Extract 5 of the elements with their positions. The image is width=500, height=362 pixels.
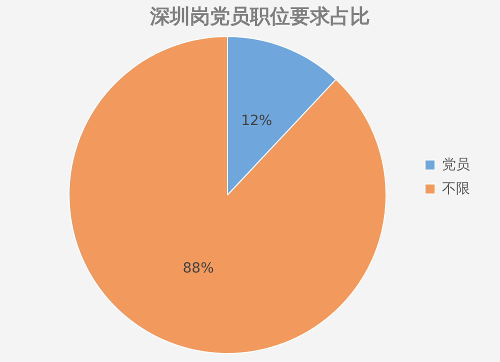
data-label: 88% xyxy=(182,260,214,276)
legend-label: 党员 xyxy=(442,156,470,172)
data-label: 12% xyxy=(241,112,272,129)
chart-title: 深圳岗党员职位要求占比 xyxy=(149,4,370,28)
legend-label: 不限 xyxy=(442,180,470,196)
